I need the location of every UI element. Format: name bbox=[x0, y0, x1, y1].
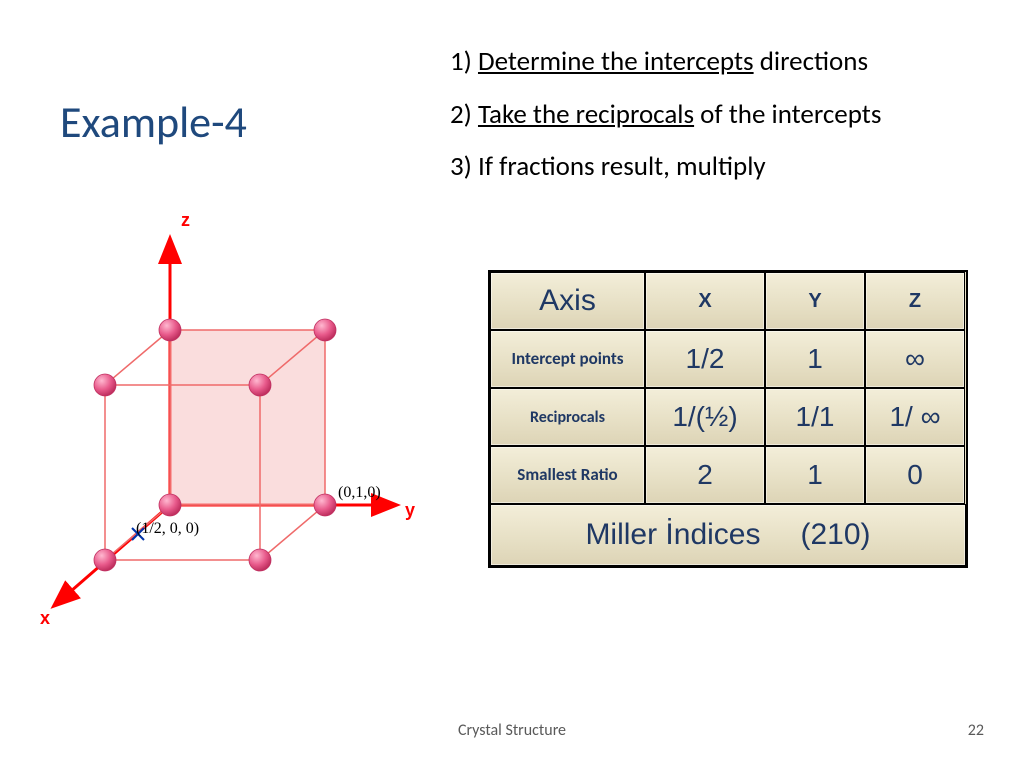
coord-label-010: (0,1,0) bbox=[338, 484, 381, 502]
cell-val: 1 bbox=[765, 330, 865, 388]
step-2-rest: of the intercepts bbox=[694, 98, 881, 131]
cell-val: 1/2 bbox=[645, 330, 765, 388]
step-1-rest: directions bbox=[754, 45, 868, 78]
miller-indices-row: Miller İndices (210) bbox=[490, 504, 966, 566]
vertex-sphere bbox=[94, 374, 116, 396]
th-x: X bbox=[645, 272, 765, 330]
row-label-smallest: Smallest Ratio bbox=[490, 446, 645, 504]
th-axis: Axis bbox=[490, 272, 645, 330]
cube-edge bbox=[260, 505, 325, 560]
slide-title: Example-4 bbox=[60, 95, 247, 149]
footer-page-number: 22 bbox=[968, 721, 984, 740]
vertex-sphere bbox=[94, 549, 116, 571]
table-header-row: Axis X Y Z bbox=[490, 272, 966, 330]
step-1-underline: Determine the intercepts bbox=[478, 45, 754, 78]
step-1-num: 1) bbox=[450, 45, 478, 78]
step-2-num: 2) bbox=[450, 98, 478, 131]
cube-svg bbox=[20, 210, 440, 630]
step-3: 3) If fractions result, multiply bbox=[450, 141, 1010, 194]
th-z: Z bbox=[865, 272, 965, 330]
steps-list: 1) Determine the intercepts directions 2… bbox=[450, 36, 1010, 194]
step-2: 2) Take the reciprocals of the intercept… bbox=[450, 89, 1010, 142]
table-row: Reciprocals 1/(½) 1/1 1/ ∞ bbox=[490, 388, 966, 446]
cell-val: 1 bbox=[765, 446, 865, 504]
cube-diagram: z y x (0,1,0) (1/2, 0, 0) bbox=[20, 210, 440, 630]
cell-val: 1/1 bbox=[765, 388, 865, 446]
th-y: Y bbox=[765, 272, 865, 330]
axis-label-y: y bbox=[405, 500, 415, 521]
axis-label-z: z bbox=[181, 210, 190, 231]
cell-val: 1/ ∞ bbox=[865, 388, 965, 446]
cell-val: 2 bbox=[645, 446, 765, 504]
cube-edge bbox=[105, 330, 170, 385]
miller-label: Miller İndices bbox=[585, 518, 760, 552]
footer-title: Crystal Structure bbox=[0, 721, 1024, 740]
row-label-reciprocals: Reciprocals bbox=[490, 388, 645, 446]
step-2-underline: Take the reciprocals bbox=[478, 98, 694, 131]
row-label-intercept: Intercept points bbox=[490, 330, 645, 388]
vertex-sphere bbox=[159, 494, 181, 516]
vertex-sphere bbox=[249, 549, 271, 571]
coord-label-half00: (1/2, 0, 0) bbox=[136, 520, 199, 538]
miller-table: Axis X Y Z Intercept points 1/2 1 ∞ Reci… bbox=[488, 270, 968, 568]
vertex-sphere bbox=[314, 319, 336, 341]
table-row: Intercept points 1/2 1 ∞ bbox=[490, 330, 966, 388]
step-1: 1) Determine the intercepts directions bbox=[450, 36, 1010, 89]
vertex-sphere bbox=[314, 494, 336, 516]
cell-val: 0 bbox=[865, 446, 965, 504]
cube-back-face bbox=[170, 330, 325, 505]
vertex-sphere bbox=[159, 319, 181, 341]
vertex-sphere bbox=[249, 374, 271, 396]
axis-label-x: x bbox=[40, 608, 50, 629]
cell-val: 1/(½) bbox=[645, 388, 765, 446]
table-row: Smallest Ratio 2 1 0 bbox=[490, 446, 966, 504]
cell-val: ∞ bbox=[865, 330, 965, 388]
miller-value: (210) bbox=[801, 518, 871, 552]
